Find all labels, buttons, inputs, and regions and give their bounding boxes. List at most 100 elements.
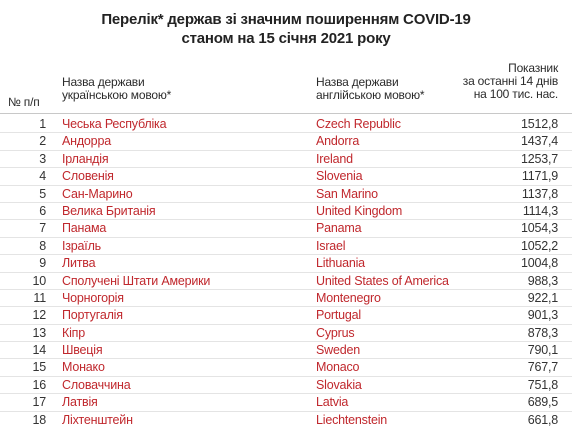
row-number: 2	[39, 134, 46, 149]
row-number: 7	[39, 221, 46, 236]
table-row: 11 Чорногорія Montenegro 922,1	[0, 290, 572, 308]
table-row: 18 Ліхтенштейн Liechtenstein 661,8	[0, 412, 572, 429]
table-row: 6 Велика Британія United Kingdom 1114,3	[0, 203, 572, 221]
country-name-ukrainian: Сполучені Штати Америки	[62, 273, 211, 288]
indicator-value: 767,7	[527, 360, 558, 375]
country-name-ukrainian: Латвія	[62, 395, 98, 410]
row-number: 11	[33, 290, 46, 305]
country-name-ukrainian: Чорногорія	[62, 290, 124, 305]
indicator-value: 1052,2	[520, 238, 558, 253]
table-row: 8 Ізраїль Israel 1052,2	[0, 238, 572, 256]
row-number: 6	[39, 203, 46, 218]
indicator-value: 790,1	[527, 343, 558, 358]
country-name-ukrainian: Сан-Марино	[62, 186, 133, 201]
country-name-english: United Kingdom	[316, 203, 403, 218]
indicator-value: 922,1	[527, 290, 558, 305]
indicator-value: 1004,8	[520, 256, 558, 271]
indicator-value: 1437,4	[520, 134, 558, 149]
table-row: 16 Словаччина Slovakia 751,8	[0, 377, 572, 395]
row-number: 13	[32, 325, 46, 340]
table-row: 14 Швеція Sweden 790,1	[0, 342, 572, 360]
indicator-value: 1171,9	[521, 169, 558, 184]
table-row: 15 Монако Monaco 767,7	[0, 359, 572, 377]
country-name-english: Panama	[316, 221, 362, 236]
country-name-ukrainian: Словенія	[62, 169, 114, 184]
indicator-value: 878,3	[527, 325, 558, 340]
country-name-english: Montenegro	[316, 290, 381, 305]
table-row: 17 Латвія Latvia 689,5	[0, 394, 572, 412]
row-number: 4	[39, 169, 46, 184]
column-header-indicator-line-1: Показник	[508, 61, 558, 75]
indicator-value: 1512,8	[520, 117, 558, 131]
row-number: 18	[32, 412, 46, 427]
table-body: 1 Чеська Республіка Czech Republic 1512,8 2 А…	[0, 116, 572, 429]
country-name-ukrainian: Ліхтенштейн	[62, 412, 133, 427]
indicator-value: 901,3	[527, 308, 558, 323]
table-row: 1 Чеська Республіка Czech Republic 1512,8	[0, 116, 572, 134]
row-number: 8	[39, 238, 46, 253]
country-name-english: United States of America	[316, 273, 449, 288]
country-name-ukrainian: Швеція	[62, 343, 103, 358]
row-number: 16	[32, 377, 46, 392]
country-name-ukrainian: Монако	[62, 360, 105, 375]
indicator-value: 689,5	[527, 395, 558, 410]
country-name-english: San Marino	[316, 186, 378, 201]
indicator-value: 751,8	[527, 377, 558, 392]
table-row: 4 Словенія Slovenia 1171,9	[0, 168, 572, 186]
indicator-value: 1054,3	[520, 221, 558, 236]
page-title: Перелік* держав зі значним поширенням CO…	[0, 10, 572, 48]
country-name-english: Slovakia	[316, 377, 362, 392]
country-name-ukrainian: Чеська Республіка	[62, 117, 167, 131]
country-name-ukrainian: Ізраїль	[62, 238, 101, 253]
header-divider	[0, 113, 572, 114]
column-header-english-name: Назва держави англійською мовою*	[316, 76, 425, 102]
country-name-ukrainian: Ірландія	[62, 151, 109, 166]
indicator-value: 988,3	[527, 273, 558, 288]
table-row: 2 Андорра Andorra 1437,4	[0, 133, 572, 151]
table-row: 12 Португалія Portugal 901,3	[0, 307, 572, 325]
country-name-english: Ireland	[316, 151, 353, 166]
indicator-value: 1114,3	[522, 203, 558, 218]
column-header-ukrainian-name: Назва держави українською мовою*	[62, 76, 171, 102]
indicator-value: 661,8	[527, 412, 558, 427]
row-number: 12	[32, 308, 46, 323]
column-header-ukrainian-line-2: українською мовою*	[62, 88, 172, 102]
country-name-ukrainian: Андорра	[62, 134, 111, 149]
row-number: 9	[39, 256, 46, 271]
title-line-1: Перелік* держав зі значним поширенням CO…	[101, 11, 471, 28]
country-name-ukrainian: Кіпр	[62, 325, 85, 340]
country-name-english: Latvia	[316, 395, 349, 410]
row-number: 15	[32, 360, 46, 375]
country-name-english: Czech Republic	[316, 117, 401, 131]
country-name-english: Sweden	[316, 343, 360, 358]
country-name-english: Monaco	[316, 360, 360, 375]
table-row: 13 Кіпр Cyprus 878,3	[0, 325, 572, 343]
column-header-indicator: Показник за останні 14 днів на 100 тис. …	[463, 62, 558, 101]
row-number: 14	[32, 343, 46, 358]
country-name-english: Israel	[316, 238, 346, 253]
country-name-english: Cyprus	[316, 325, 355, 340]
country-name-ukrainian: Португалія	[62, 308, 123, 323]
row-number: 17	[32, 395, 46, 410]
country-name-english: Lithuania	[316, 256, 365, 271]
table-row: 10 Сполучені Штати Америки United States o…	[0, 273, 572, 290]
column-header-english-line-2: англійською мовою*	[316, 88, 425, 102]
country-name-english: Andorra	[316, 134, 360, 149]
table-row: 9 Литва Lithuania 1004,8	[0, 255, 572, 273]
indicator-value: 1137,8	[521, 186, 558, 201]
country-name-ukrainian: Словаччина	[62, 377, 131, 392]
table-row: 5 Сан-Марино San Marino 1137,8	[0, 186, 572, 203]
column-header-indicator-line-2: за останні 14 днів	[462, 74, 558, 88]
country-name-english: Portugal	[316, 308, 361, 323]
column-header-indicator-line-3: на 100 тис. нас.	[473, 87, 558, 101]
row-number: 1	[39, 117, 46, 131]
country-name-english: Slovenia	[316, 169, 363, 184]
column-header-ukrainian-line-1: Назва держави	[62, 75, 145, 89]
row-number: 5	[39, 186, 46, 201]
country-name-english: Liechtenstein	[316, 412, 388, 427]
column-header-number: № п/п	[8, 95, 40, 109]
country-name-ukrainian: Велика Британія	[62, 203, 156, 218]
row-number: 3	[39, 151, 46, 166]
table-row: 7 Панама Panama 1054,3	[0, 220, 572, 238]
